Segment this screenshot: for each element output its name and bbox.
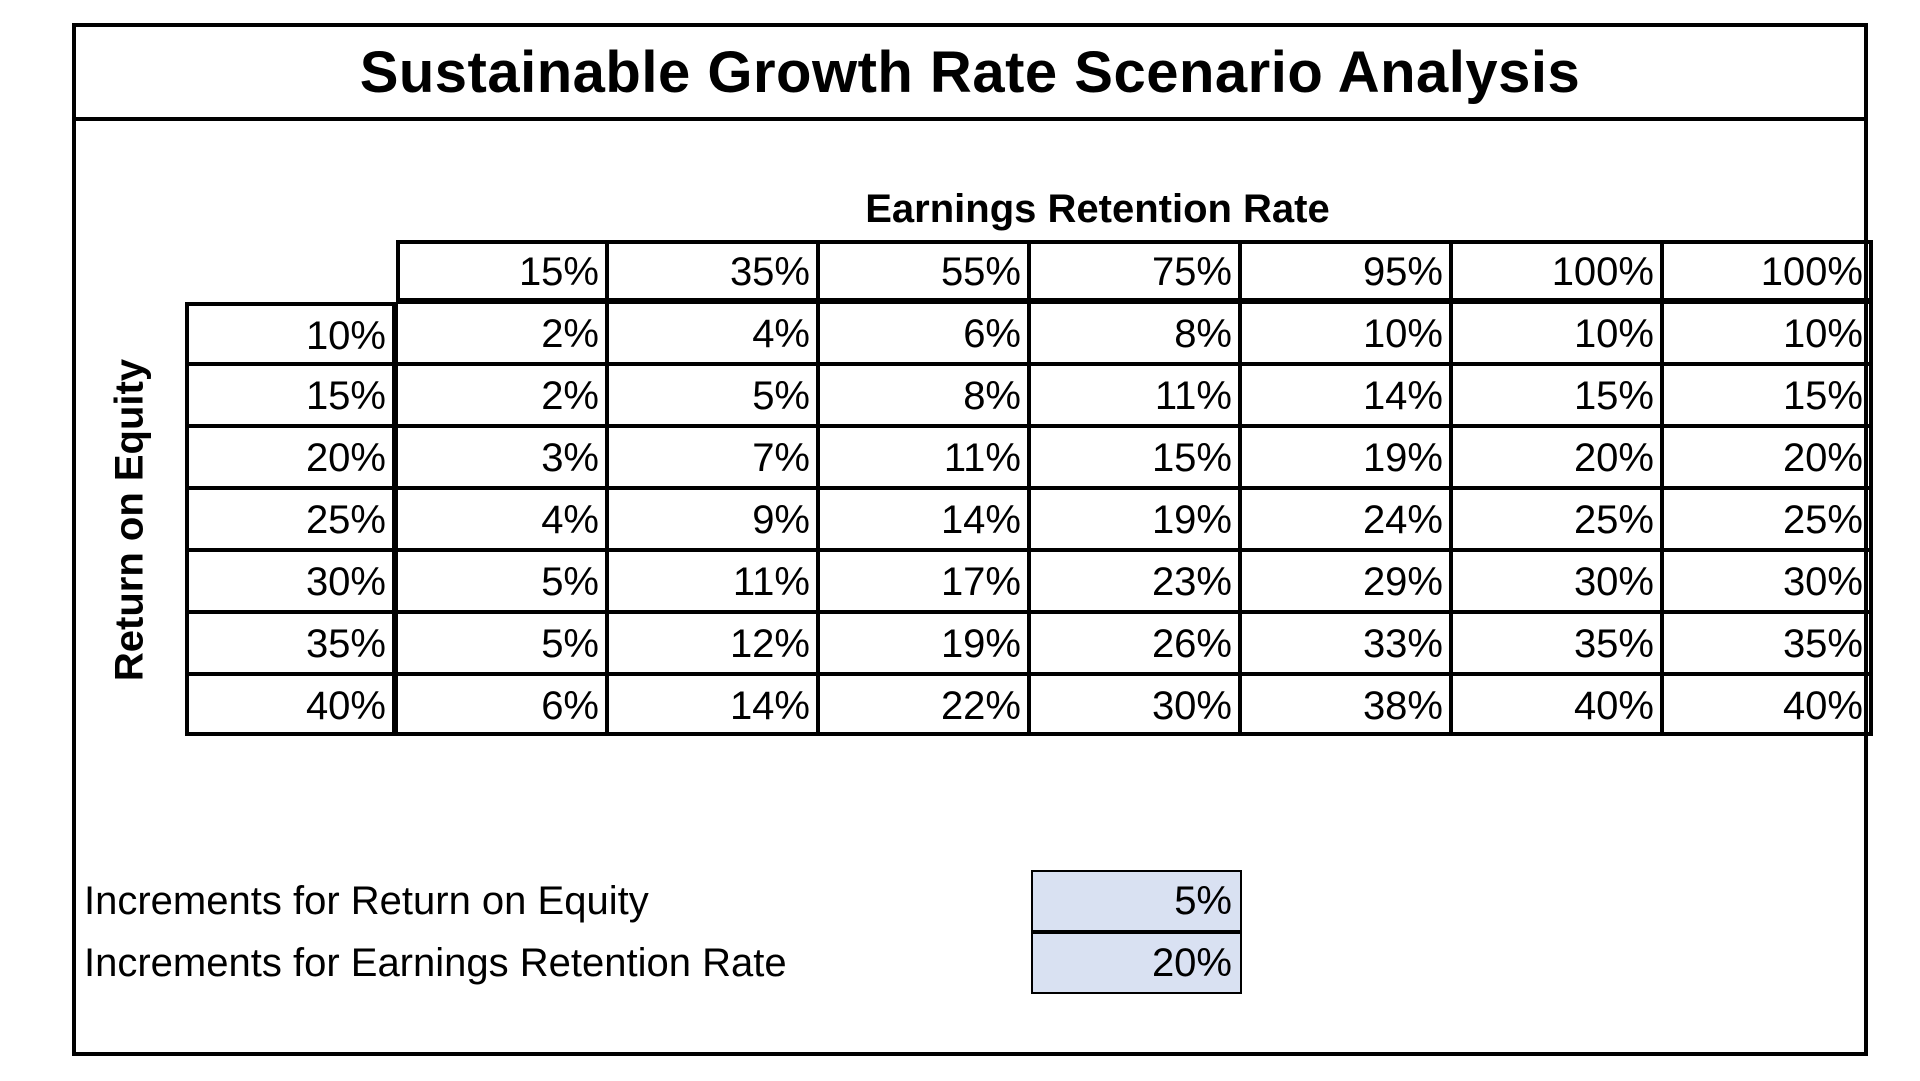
growth-rate-cell: 19% [818,612,1029,674]
growth-rate-cell: 33% [1240,612,1451,674]
growth-rate-cell: 5% [396,612,607,674]
growth-rate-cell: 8% [1029,302,1240,364]
retention-rate-header: 100% [1451,240,1662,302]
column-axis-label: Earnings Retention Rate [865,187,1330,231]
retention-increment-input[interactable] [1031,932,1242,994]
roe-increment-label: Increments for Return on Equity [84,879,649,923]
growth-rate-cell: 20% [1451,426,1662,488]
growth-rate-cell: 23% [1029,550,1240,612]
growth-rate-cell: 8% [818,364,1029,426]
growth-rate-cell: 5% [396,550,607,612]
growth-rate-cell: 4% [396,488,607,550]
growth-rate-cell: 29% [1240,550,1451,612]
growth-rate-cell: 11% [818,426,1029,488]
growth-rate-cell: 17% [818,550,1029,612]
growth-rate-cell: 40% [1451,674,1662,736]
roe-row-header: 10% [185,302,396,364]
roe-row-header: 15% [185,364,396,426]
growth-rate-cell: 11% [607,550,818,612]
growth-rate-cell: 4% [607,302,818,364]
growth-rate-cell: 19% [1240,426,1451,488]
growth-rate-cell: 26% [1029,612,1240,674]
roe-row-header: 25% [185,488,396,550]
growth-rate-cell: 30% [1029,674,1240,736]
roe-row-header: 40% [185,674,396,736]
growth-rate-cell: 38% [1240,674,1451,736]
growth-rate-cell: 10% [1662,302,1873,364]
growth-rate-cell: 15% [1451,364,1662,426]
roe-increment-input[interactable] [1031,870,1242,932]
analysis-frame: Sustainable Growth Rate Scenario Analysi… [72,23,1868,1056]
growth-rate-cell: 15% [1662,364,1873,426]
roe-row-header: 35% [185,612,396,674]
retention-rate-header: 95% [1240,240,1451,302]
growth-rate-cell: 5% [607,364,818,426]
growth-rate-cell: 24% [1240,488,1451,550]
growth-rate-cell: 14% [1240,364,1451,426]
growth-rate-cell: 7% [607,426,818,488]
growth-rate-cell: 35% [1662,612,1873,674]
growth-rate-cell: 3% [396,426,607,488]
growth-rate-cell: 35% [1451,612,1662,674]
growth-rate-cell: 10% [1451,302,1662,364]
growth-rate-cell: 15% [1029,426,1240,488]
retention-increment-label: Increments for Earnings Retention Rate [84,941,787,985]
growth-rate-cell: 22% [818,674,1029,736]
retention-rate-header: 100% [1662,240,1873,302]
roe-row-header: 30% [185,550,396,612]
growth-rate-cell: 14% [818,488,1029,550]
retention-rate-header: 35% [607,240,818,302]
growth-rate-cell: 6% [818,302,1029,364]
growth-rate-cell: 10% [1240,302,1451,364]
growth-rate-cell: 2% [396,364,607,426]
growth-rate-cell: 6% [396,674,607,736]
retention-rate-header: 15% [396,240,607,302]
growth-rate-cell: 11% [1029,364,1240,426]
growth-rate-cell: 30% [1662,550,1873,612]
growth-rate-cell: 40% [1662,674,1873,736]
growth-rate-cell: 20% [1662,426,1873,488]
growth-rate-cell: 30% [1451,550,1662,612]
retention-rate-header: 75% [1029,240,1240,302]
row-axis-label: Return on Equity [107,358,152,682]
roe-row-header: 20% [185,426,396,488]
retention-rate-header: 55% [818,240,1029,302]
growth-rate-cell: 25% [1662,488,1873,550]
growth-rate-cell: 2% [396,302,607,364]
page-title: Sustainable Growth Rate Scenario Analysi… [76,27,1864,121]
growth-rate-cell: 25% [1451,488,1662,550]
growth-rate-cell: 19% [1029,488,1240,550]
growth-rate-cell: 12% [607,612,818,674]
growth-rate-cell: 9% [607,488,818,550]
growth-rate-cell: 14% [607,674,818,736]
